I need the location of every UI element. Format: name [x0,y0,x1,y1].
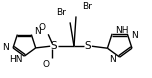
Text: O: O [42,60,49,69]
Text: N: N [109,55,116,64]
Text: N: N [34,27,41,36]
Text: O: O [38,23,45,32]
Text: S: S [51,41,57,51]
Text: N: N [131,31,138,40]
Text: S: S [85,41,91,51]
Text: Br: Br [56,8,66,17]
Text: Br: Br [82,2,92,11]
Text: NH: NH [115,26,129,35]
Text: HN: HN [9,55,22,64]
Text: N: N [2,43,9,52]
